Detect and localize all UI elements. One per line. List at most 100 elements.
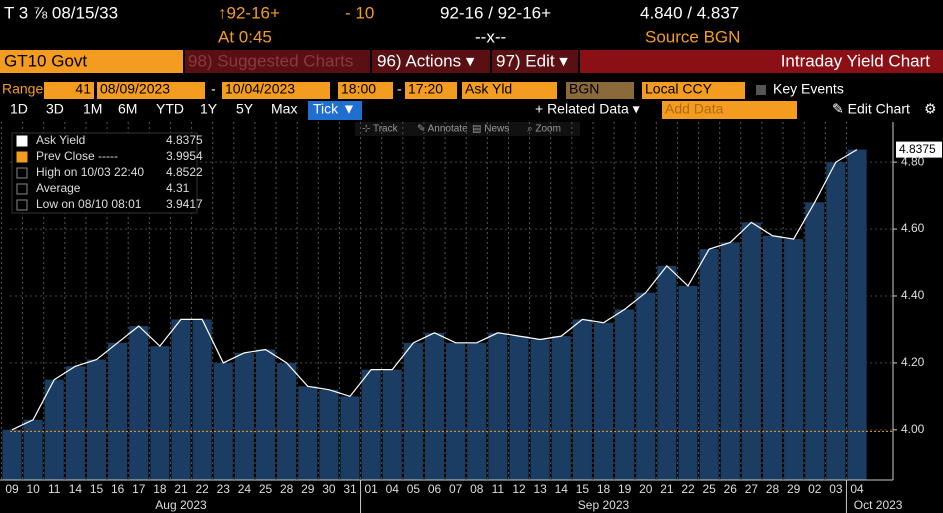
tool[interactable]: ⌕ Zoom (527, 124, 561, 135)
month-label: Aug 2023 (155, 498, 207, 512)
bar (446, 342, 466, 480)
x-tick-label: 14 (69, 482, 83, 496)
last-value-box (896, 141, 942, 158)
mid: --x-- (475, 27, 506, 46)
x-tick-label: 24 (238, 482, 252, 496)
add-data[interactable]: Add Data (665, 101, 724, 117)
legend-swatch (16, 167, 28, 179)
bar (615, 309, 635, 480)
bar (551, 336, 571, 480)
legend-box (11, 132, 198, 214)
x-tick-label: 20 (639, 482, 653, 496)
x-tick-label: 11 (48, 482, 61, 496)
period[interactable]: 5Y (236, 101, 254, 117)
bar (805, 202, 825, 480)
bar (340, 396, 360, 480)
range-count[interactable]: 41 (75, 81, 91, 97)
y-tick-label: 4.60 (901, 221, 925, 235)
x-tick-label: 21 (174, 482, 188, 496)
legend-swatch (16, 135, 28, 147)
bar (277, 362, 297, 480)
bar (192, 319, 212, 480)
x-tick-label: 25 (259, 482, 273, 496)
period[interactable]: 6M (118, 101, 137, 117)
x-tick-label: 06 (428, 482, 442, 496)
x-tick-label: 11 (492, 482, 505, 496)
bar (150, 346, 170, 480)
period[interactable]: YTD (156, 101, 184, 117)
legend-value: 4.8375 (166, 133, 203, 147)
tool[interactable]: ▤ News (472, 124, 509, 135)
bar (424, 332, 445, 480)
x-tick-label: 08 (470, 482, 484, 496)
period[interactable]: 1M (83, 101, 102, 117)
security: T 3 ⅞ 08/15/33 (4, 3, 118, 22)
bar (108, 342, 128, 480)
tool-strip (355, 122, 580, 136)
bar (593, 322, 614, 480)
x-tick-label: 04 (386, 482, 400, 496)
period[interactable]: 1Y (200, 101, 218, 117)
bar (213, 362, 233, 480)
bar (319, 389, 339, 480)
page-title: Intraday Yield Chart (781, 51, 931, 70)
x-tick-label: 14 (555, 482, 569, 496)
tool[interactable]: ✎ Annotate (417, 124, 468, 135)
period[interactable]: 3D (46, 101, 64, 117)
y-tick-label: 4.00 (901, 422, 925, 436)
bar (44, 379, 64, 480)
y-tick-label: 4.20 (901, 355, 925, 369)
tool[interactable]: ⊹ Track (362, 124, 399, 135)
legend-label: Ask Yield (36, 133, 85, 147)
actions[interactable]: 96) Actions ▾ (377, 51, 475, 70)
price-source[interactable]: BGN (569, 81, 599, 97)
x-tick-label: 10 (26, 482, 40, 496)
currency[interactable]: Local CCY (645, 81, 713, 97)
bar (699, 249, 719, 480)
suggested[interactable]: 98) Suggested Charts (188, 51, 353, 70)
legend-label: Average (36, 181, 81, 195)
x-tick-label: 22 (195, 482, 209, 496)
bid-ask: 92-16 / 92-16+ (440, 3, 551, 22)
x-tick-label: 17 (132, 482, 146, 496)
x-tick-label: 31 (343, 482, 357, 496)
period[interactable]: Max (271, 101, 297, 117)
bar (234, 352, 254, 480)
bar (762, 235, 783, 480)
legend-swatch (16, 151, 28, 163)
bar (403, 342, 423, 480)
bar (2, 429, 22, 480)
x-tick-label: 28 (280, 482, 294, 496)
bar (509, 336, 529, 480)
edit[interactable]: 97) Edit ▾ (496, 51, 568, 70)
field[interactable]: Ask Yld (465, 81, 512, 97)
from-time[interactable]: 18:00 (341, 81, 376, 97)
bar (572, 319, 592, 480)
range-end[interactable]: 10/04/2023 (225, 81, 295, 97)
x-tick-label: 29 (787, 482, 801, 496)
x-tick-label: 26 (724, 482, 738, 496)
edit-chart[interactable]: ✎ Edit Chart (832, 101, 910, 117)
bar (657, 265, 677, 480)
month-label: Oct 2023 (854, 498, 903, 512)
key-events[interactable]: Key Events (773, 81, 844, 97)
x-tick-label: 30 (322, 482, 336, 496)
x-tick-label: 21 (660, 482, 674, 496)
period-tick[interactable]: Tick ▼ (313, 101, 356, 117)
x-tick-label: 22 (681, 482, 695, 496)
legend-value: 4.31 (166, 181, 190, 195)
x-tick-label: 29 (301, 482, 315, 496)
bar (636, 292, 656, 480)
related-data[interactable]: + Related Data ▾ (535, 101, 640, 117)
to-time[interactable]: 17:20 (408, 81, 443, 97)
bar (741, 222, 761, 480)
bar (129, 326, 149, 480)
ticker[interactable]: GT10 Govt (4, 51, 87, 70)
range-start[interactable]: 08/09/2023 (100, 81, 170, 97)
settings-icon[interactable]: ⚙ (924, 101, 937, 117)
period[interactable]: 1D (10, 101, 28, 117)
legend-label: Prev Close ----- (36, 149, 118, 163)
y-tick-label: 4.80 (901, 154, 925, 168)
x-tick-label: 27 (745, 482, 759, 496)
